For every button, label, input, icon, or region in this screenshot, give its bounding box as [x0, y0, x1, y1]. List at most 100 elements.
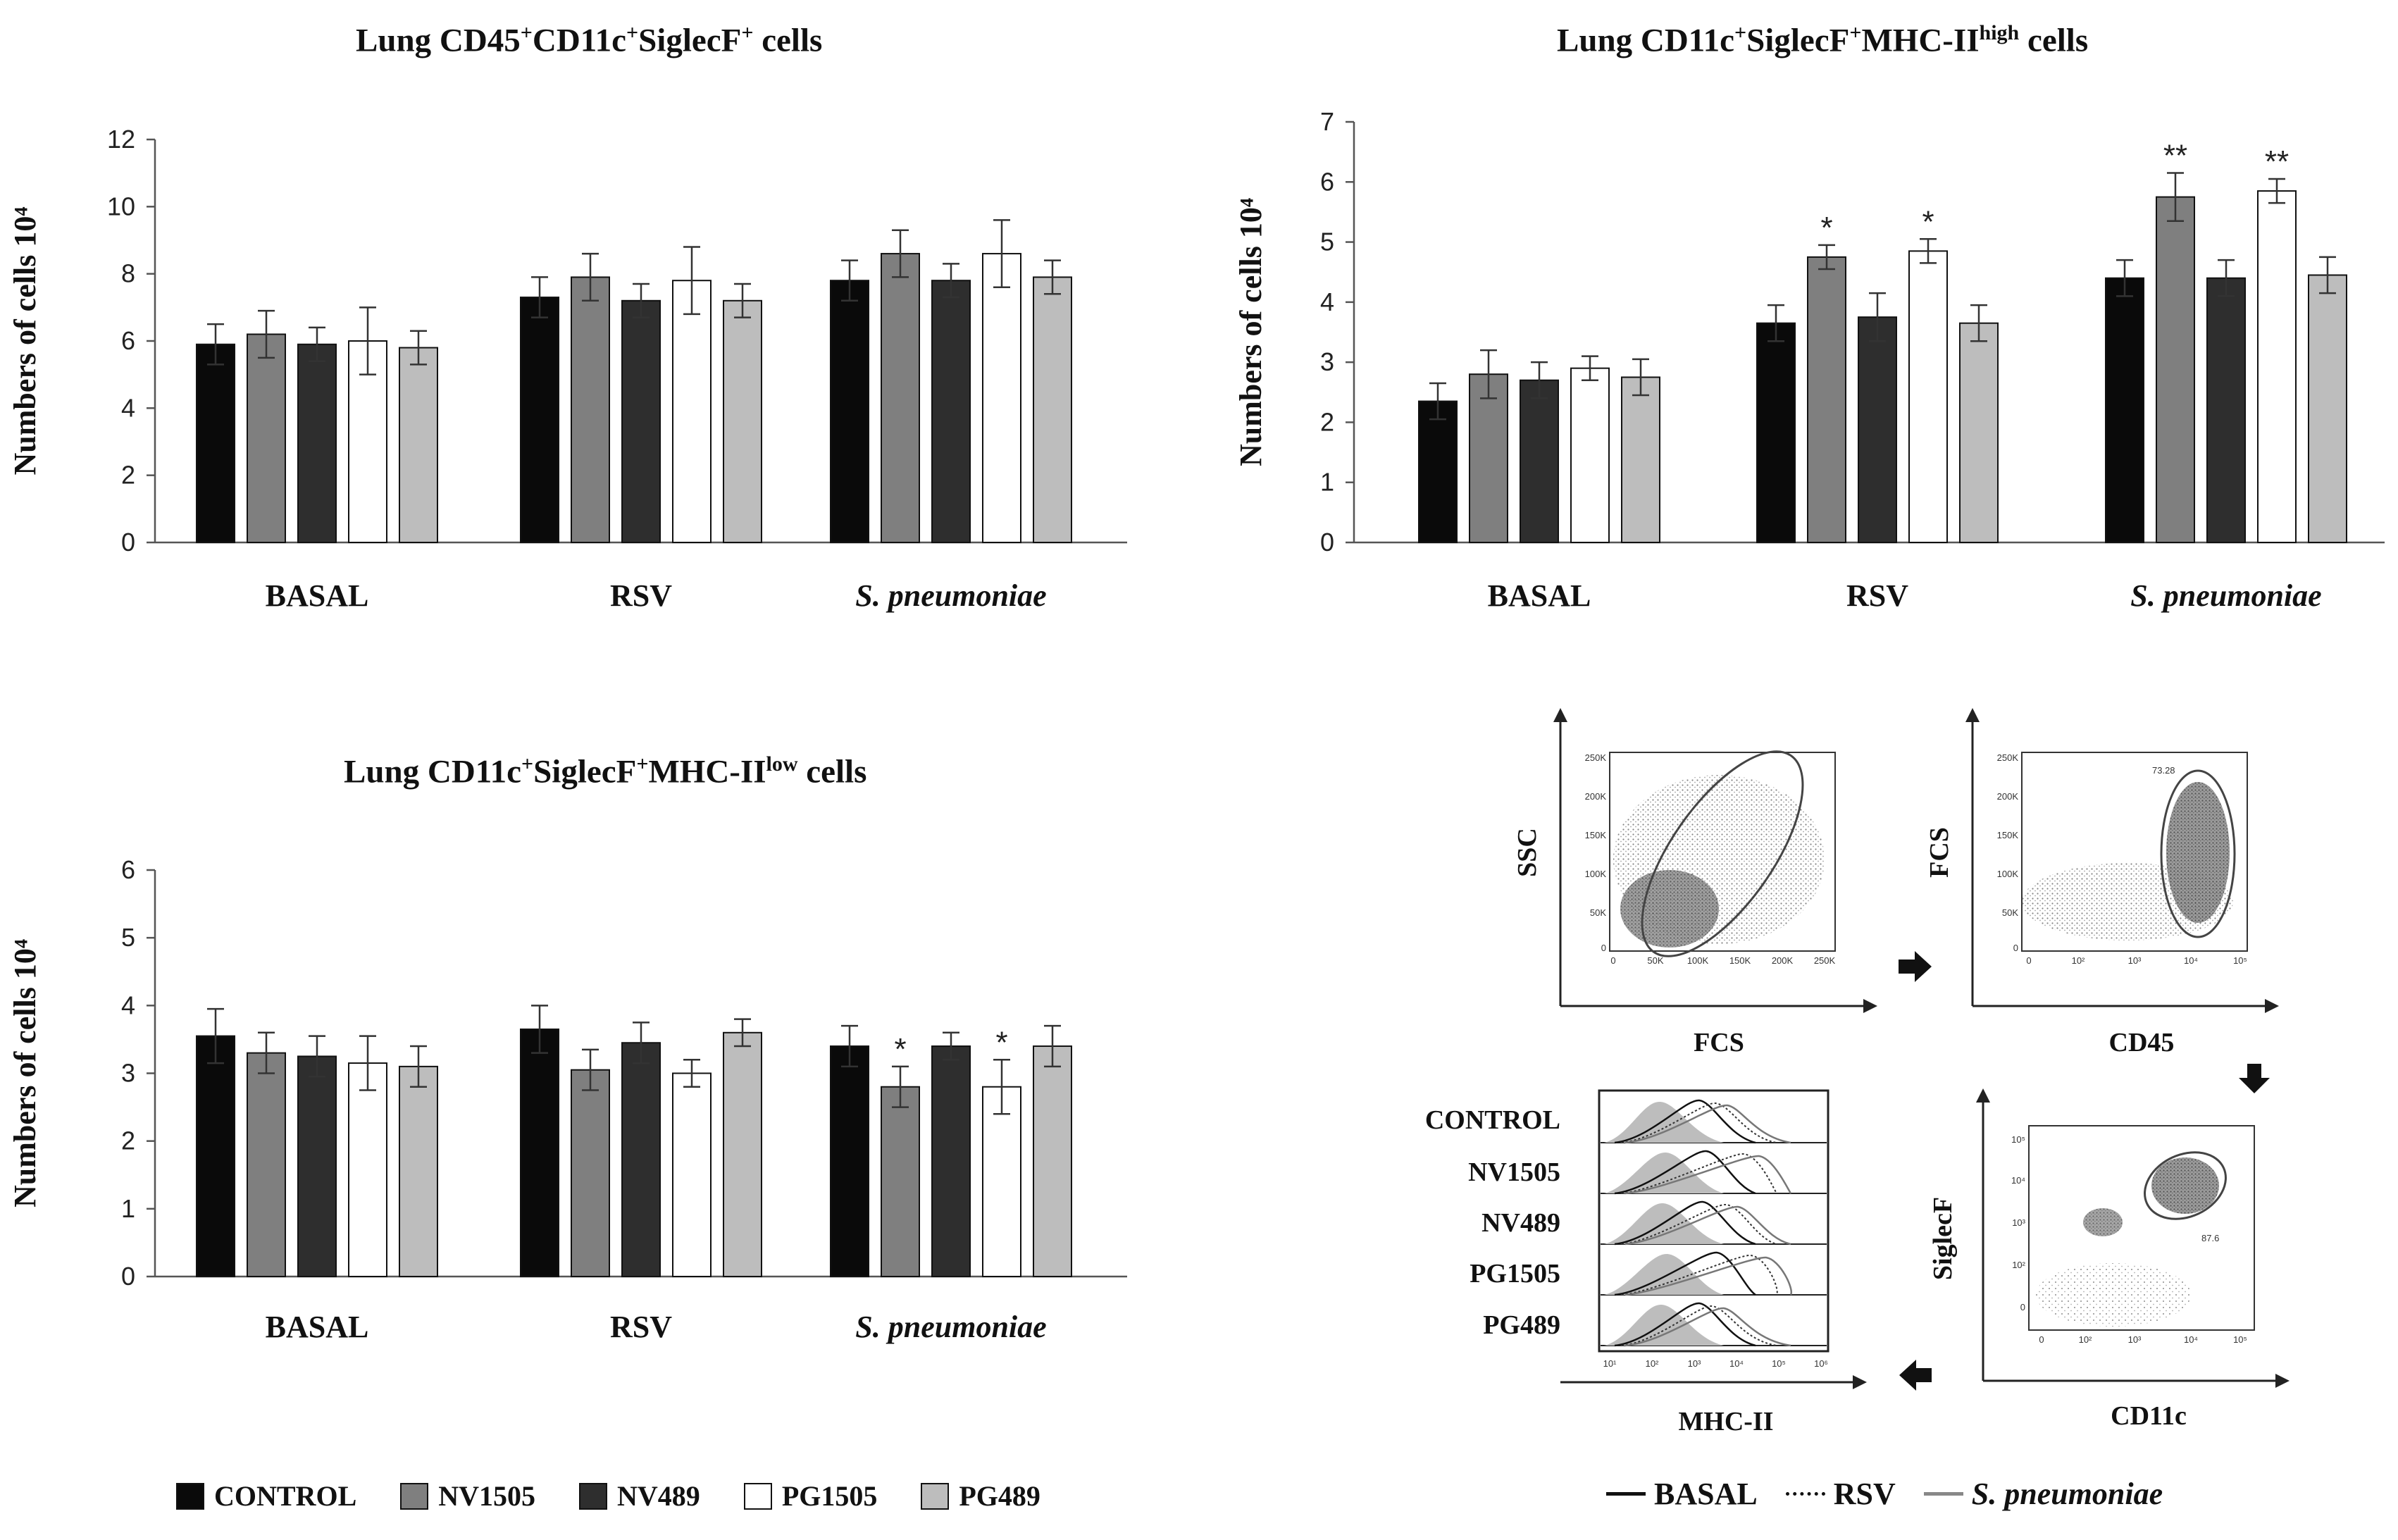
chart2-ylabel: Numbers of cells 10⁴ — [1234, 198, 1268, 466]
plot2-cloud-core — [2166, 782, 2230, 923]
chart3-bar — [520, 1028, 559, 1278]
legend-item-nv489: NV489 — [579, 1479, 700, 1513]
chart1-ytick-label: 12 — [107, 125, 135, 154]
chart3-ylabel: Numbers of cells 10⁴ — [8, 939, 42, 1207]
line-legend-spneumoniae: S. pneumoniae — [1923, 1476, 2163, 1512]
chart1-title: Lung CD45+CD11c+SiglecF+ cells — [356, 21, 823, 59]
chart3-plot: 0 1 2 3 4 5 6 Numbers of cells 10⁴ BASAL RSV * * S. … — [8, 855, 1127, 1344]
chart2-significance-mark: ** — [2265, 144, 2289, 179]
plot3-xtick: 0 — [2039, 1334, 2044, 1345]
chart3-bar — [247, 1052, 286, 1278]
plot3-cloud-mid — [2083, 1208, 2123, 1236]
hist-row-label: PG489 — [1483, 1310, 1560, 1340]
chart2-significance-mark: ** — [2163, 138, 2187, 173]
chart1-bar — [196, 343, 235, 543]
plot3-gate — [2144, 1151, 2227, 1220]
chart2-bar — [1418, 400, 1458, 543]
hist-spneumoniae-curve — [1624, 1155, 1792, 1195]
chart3-ytick-label: 6 — [121, 855, 135, 884]
hist-filled-curve — [1604, 1101, 1724, 1143]
chart1-ylabel: Numbers of cells 10⁴ — [8, 206, 42, 475]
chart1-bar — [297, 343, 337, 543]
hist-rsv-curve — [1621, 1153, 1777, 1194]
chart2-bar — [1807, 256, 1846, 543]
line-swatch-rsv — [1785, 1492, 1825, 1496]
chart1-ytick-label: 4 — [121, 393, 135, 422]
legend-label-control: CONTROL — [214, 1480, 357, 1512]
plot1-x-arrowhead — [1863, 999, 1877, 1013]
plot3-xlabel: CD11c — [2111, 1401, 2187, 1431]
plot2-xtick: 10⁴ — [2184, 955, 2198, 966]
chart3-ytick-label: 2 — [121, 1126, 135, 1155]
chart2-ytick-label: 4 — [1320, 287, 1334, 316]
hist-row-label: NV489 — [1481, 1208, 1560, 1238]
line-legend-rsv: RSV — [1785, 1476, 1896, 1512]
chart1-bar — [621, 299, 661, 543]
hist-filled-curve — [1604, 1304, 1724, 1346]
chart3-bar — [621, 1042, 661, 1277]
plot3-cloud-gate — [2151, 1157, 2219, 1214]
flow-arrow-down — [2239, 1064, 2270, 1093]
chart3-bar — [931, 1045, 971, 1277]
plot2-ytick: 100K — [1997, 869, 2019, 879]
plot2-ytick: 250K — [1997, 752, 2019, 763]
plot1-ytick: 150K — [1585, 830, 1607, 840]
legend-item-control: CONTROL — [176, 1479, 356, 1513]
chart2-bar — [2105, 277, 2144, 543]
chart3-significance-mark: * — [894, 1032, 906, 1067]
chart2-bar — [1469, 373, 1508, 544]
chart3-ytick-label: 4 — [121, 991, 135, 1019]
chart2-significance-mark: * — [1820, 211, 1832, 245]
chart2-bar — [1959, 322, 1999, 543]
chart1-bar — [571, 276, 610, 543]
plot2-gate — [2160, 769, 2236, 938]
plot2-ylabel: FCS — [1925, 827, 1954, 878]
flow-arrow-left — [1899, 1360, 1932, 1391]
hist-xlabel: MHC-II — [1678, 1407, 1773, 1436]
plot3-xtick: 10⁴ — [2184, 1334, 2198, 1345]
plot1-gate — [1641, 750, 1804, 957]
hist-basal-curve — [1614, 1150, 1756, 1195]
chart1-bar — [247, 333, 286, 543]
chart2-bar — [2206, 277, 2246, 543]
hist-spneumoniae-curve — [1624, 1104, 1791, 1144]
hist-spneumoniae-curve — [1624, 1307, 1791, 1347]
plot3-ytick: 10³ — [2012, 1217, 2025, 1228]
plot1-ytick: 250K — [1585, 752, 1607, 763]
hist-basal-curve — [1614, 1200, 1756, 1246]
chart1-bar — [982, 253, 1021, 543]
plot1-xtick: 150K — [1729, 955, 1751, 966]
chart2-bar — [1520, 379, 1559, 543]
chart2-title: Lung CD11c+SiglecF+MHC-IIhigh cells — [1557, 21, 2089, 59]
chart3-bar — [723, 1031, 762, 1278]
chart3-category-label: BASAL — [266, 1310, 369, 1344]
chart1-ytick-label: 8 — [121, 259, 135, 288]
chart3-bar — [571, 1069, 610, 1277]
plot1-ylabel: SSC — [1512, 828, 1542, 877]
legend-label-nv1505: NV1505 — [438, 1480, 536, 1512]
chart2-significance-mark: * — [1922, 204, 1934, 239]
chart3-bar — [881, 1086, 920, 1277]
scatter-plot-fcs-cd45: 73.28 FCS CD45 250K 200K 150K 100K 50K 0… — [1925, 708, 2279, 1057]
plot3-ytick: 0 — [2020, 1302, 2025, 1312]
legend-item-pg489: PG489 — [921, 1479, 1040, 1513]
plot1-ytick: 100K — [1585, 869, 1607, 879]
legend-swatch-pg1505 — [743, 1482, 772, 1510]
chart3-bar — [399, 1065, 438, 1277]
chart2-category-label: RSV — [1846, 578, 1908, 613]
legend-item-pg1505: PG1505 — [743, 1479, 877, 1513]
hist-filled-curve — [1604, 1253, 1724, 1295]
hist-basal-curve — [1614, 1302, 1756, 1347]
plot2-ytick: 150K — [1997, 830, 2019, 840]
legend-swatch-nv489 — [579, 1482, 608, 1510]
chart2-ytick-label: 3 — [1320, 347, 1334, 376]
chart3-bar — [348, 1062, 387, 1277]
hist-rsv-curve — [1621, 1203, 1777, 1245]
plot2-gate-label: 73.28 — [2152, 765, 2175, 776]
chart2-ytick-label: 0 — [1320, 528, 1334, 557]
chart1-plot: 0 2 4 6 8 10 12 Numbers of cells 10⁴ BASAL RSV S. … — [8, 125, 1127, 613]
hist-row-label: CONTROL — [1425, 1105, 1560, 1135]
hist-xtick: 10³ — [1688, 1358, 1701, 1369]
chart2-bar — [1756, 322, 1796, 543]
